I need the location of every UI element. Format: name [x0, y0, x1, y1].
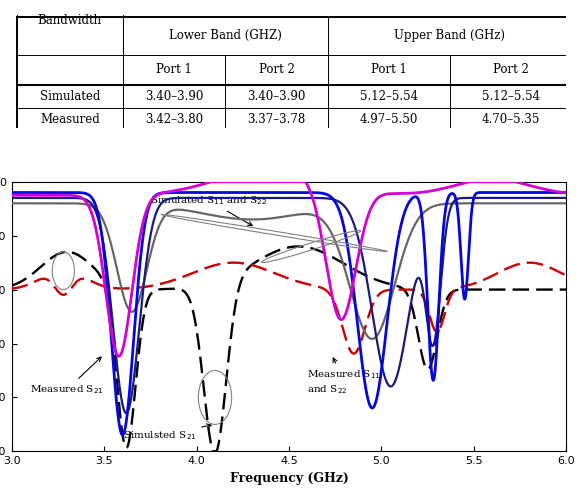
Text: Port 2: Port 2	[258, 63, 294, 76]
X-axis label: Frequency (GHz): Frequency (GHz)	[229, 472, 349, 485]
Bar	[123, 17, 328, 55]
Text: 5.12–5.54: 5.12–5.54	[482, 90, 540, 103]
Text: Measured: Measured	[40, 113, 99, 125]
Text: 3.40–3.90: 3.40–3.90	[247, 90, 306, 103]
Text: Simulated: Simulated	[40, 90, 100, 103]
Text: Measured S$_{11}$
and S$_{22}$: Measured S$_{11}$ and S$_{22}$	[307, 358, 381, 396]
Text: 4.97–5.50: 4.97–5.50	[360, 113, 418, 125]
Bar	[225, 108, 328, 130]
Bar	[17, 85, 123, 108]
Bar	[450, 55, 572, 85]
Bar	[328, 55, 450, 85]
Text: Upper Band (GHz): Upper Band (GHz)	[394, 29, 505, 42]
Text: Lower Band (GHZ): Lower Band (GHZ)	[169, 29, 281, 42]
Text: Port 1: Port 1	[156, 63, 192, 76]
Bar	[123, 85, 225, 108]
Bar	[123, 108, 225, 130]
Bar	[17, 108, 123, 130]
Bar	[123, 55, 225, 85]
Bar	[225, 55, 328, 85]
Text: 3.42–3.80: 3.42–3.80	[145, 113, 203, 125]
Text: 3.37–3.78: 3.37–3.78	[247, 113, 306, 125]
Text: Port 1: Port 1	[371, 63, 407, 76]
Text: Port 2: Port 2	[493, 63, 529, 76]
Text: 5.12–5.54: 5.12–5.54	[360, 90, 418, 103]
Bar	[225, 85, 328, 108]
Text: Simulated S$_{11}$ and S$_{22}$: Simulated S$_{11}$ and S$_{22}$	[150, 194, 268, 226]
Bar	[450, 108, 572, 130]
Text: Measured S$_{21}$: Measured S$_{21}$	[30, 357, 104, 396]
Text: 3.40–3.90: 3.40–3.90	[144, 90, 203, 103]
Bar	[328, 17, 572, 55]
Text: Bandwidth: Bandwidth	[38, 14, 102, 27]
Bar	[450, 85, 572, 108]
Bar	[328, 85, 450, 108]
Bar	[17, 0, 123, 55]
Text: Simulsted S$_{21}$: Simulsted S$_{21}$	[123, 424, 211, 441]
Text: 4.70–5.35: 4.70–5.35	[482, 113, 540, 125]
Bar	[328, 108, 450, 130]
